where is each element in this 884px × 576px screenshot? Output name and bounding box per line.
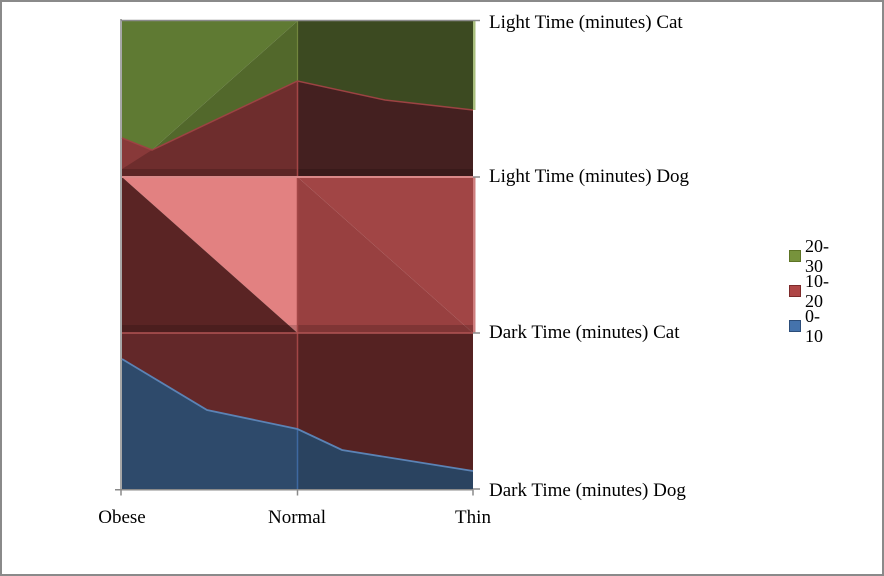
facet-midleft-maroon (122, 177, 298, 333)
facet-bottomright-blue (297, 429, 473, 489)
facet-topleft-green-light (122, 21, 298, 150)
plot-area[interactable] (122, 21, 473, 489)
category-label-thin: Thin (455, 507, 491, 528)
contour-line-10 (121, 358, 474, 472)
edge-sliver-green (473, 21, 476, 110)
category-label-normal: Normal (267, 507, 327, 528)
legend-swatch-10-20 (789, 285, 801, 297)
facet-topleft-green-dark (152, 21, 298, 150)
series-label-light-time-cat: Light Time (minutes) Cat (489, 12, 683, 33)
legend-swatch-fill-0-10 (790, 321, 800, 331)
facet-bottomleft-blue (122, 359, 298, 489)
contour-line-20 (121, 80, 474, 151)
legend-label-20-30: 20-30 (805, 236, 829, 276)
facet-bottomright-red (297, 333, 473, 471)
legend-item-20-30[interactable]: 20-30 (789, 236, 829, 276)
legend-swatch-20-30 (789, 250, 801, 262)
edge-sliver-pink (473, 177, 476, 333)
facet-midright-red-dark (297, 177, 473, 333)
legend-item-0-10[interactable]: 0-10 (789, 306, 823, 346)
legend-swatch-fill-10-20 (790, 286, 800, 296)
facet-topright-green (297, 21, 473, 110)
legend-item-10-20[interactable]: 10-20 (789, 271, 829, 311)
category-label-obese: Obese (98, 507, 146, 528)
facet-topleft-red-wedge (122, 138, 152, 169)
facet-topleft-red (122, 81, 298, 177)
series-label-dark-time-dog: Dark Time (minutes) Dog (489, 480, 686, 501)
legend-label-10-20: 10-20 (805, 271, 829, 311)
legend-swatch-fill-20-30 (790, 251, 800, 261)
legend-label-0-10: 0-10 (805, 306, 823, 346)
series-label-dark-time-cat: Dark Time (minutes) Cat (489, 322, 680, 343)
facet-bottomleft-red (122, 333, 298, 429)
series-label-light-time-dog: Light Time (minutes) Dog (489, 166, 690, 187)
legend-swatch-0-10 (789, 320, 801, 332)
facet-topright-red (297, 81, 473, 177)
